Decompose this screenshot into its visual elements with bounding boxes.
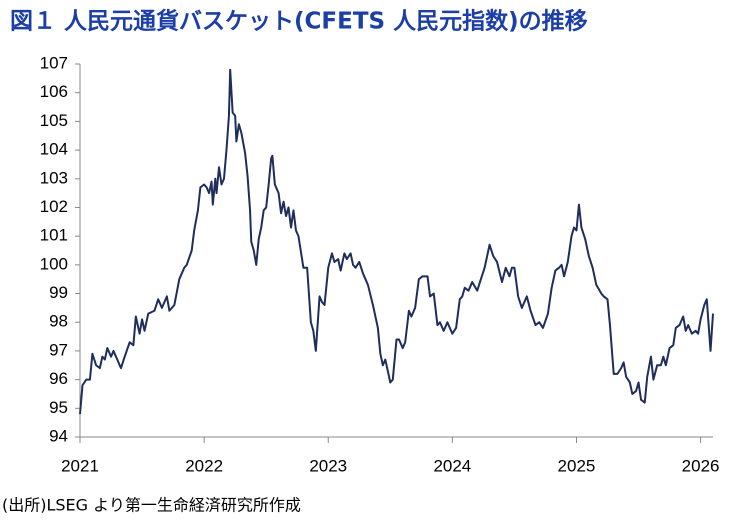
x-tick-label: 2021: [61, 456, 99, 475]
x-tick-label: 2022: [185, 456, 223, 475]
x-tick-label: 2026: [682, 456, 720, 475]
y-tick-label: 106: [40, 82, 68, 101]
x-tick-label: 2025: [558, 456, 596, 475]
y-tick-label: 104: [40, 140, 68, 159]
y-tick-label: 95: [49, 398, 68, 417]
y-tick-label: 98: [49, 312, 68, 331]
y-tick-label: 99: [49, 283, 68, 302]
y-tick-label: 100: [40, 254, 68, 273]
y-tick-label: 101: [40, 226, 68, 245]
y-tick-label: 94: [49, 426, 68, 445]
y-tick-label: 107: [40, 53, 68, 72]
chart-title: 図１ 人民元通貨バスケット(CFETS 人民元指数)の推移: [10, 8, 588, 35]
y-tick-label: 103: [40, 168, 68, 187]
source-note: (出所)LSEG より第一生命経済研究所作成: [2, 496, 301, 515]
x-tick-label: 2024: [433, 456, 471, 475]
y-tick-label: 96: [49, 369, 68, 388]
y-tick-label: 105: [40, 111, 68, 130]
data-line: [79, 68, 714, 415]
y-tick-label: 102: [40, 197, 68, 216]
y-tick-label: 97: [49, 340, 68, 359]
x-tick-label: 2023: [309, 456, 347, 475]
